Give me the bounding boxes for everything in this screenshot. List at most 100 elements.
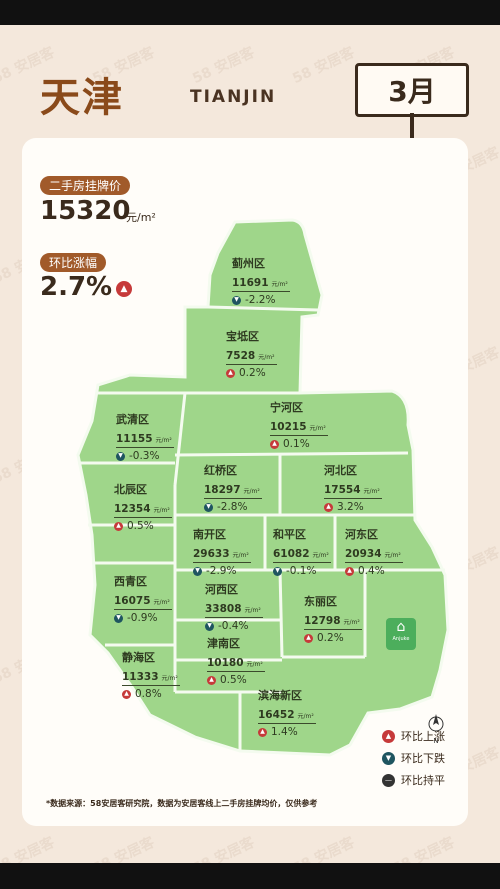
district-name: 静海区 <box>122 651 155 664</box>
district-name: 滨海新区 <box>258 689 302 702</box>
legend-up: ▲ 环比上涨 <box>382 728 472 744</box>
district-price: 12354 元/m² <box>114 503 172 518</box>
district-change: ▲ 0.4% <box>345 564 419 578</box>
district-name: 南开区 <box>193 528 226 541</box>
district-label: 红桥区 18297 元/m² ▼ -2.8% <box>204 464 278 514</box>
district-change: ▼ -0.1% <box>273 564 347 578</box>
tianjin-district-map <box>76 218 450 757</box>
arrow-up-icon: ▲ <box>116 281 132 297</box>
arrow-down-icon: ▼ <box>116 451 125 461</box>
district-price: 16452 元/m² <box>258 709 316 724</box>
district-label: 宁河区 10215 元/m² ▲ 0.1% <box>270 401 344 451</box>
district-change: ▼ -0.3% <box>116 449 190 463</box>
district-name: 东丽区 <box>304 595 337 608</box>
district-price: 10215 元/m² <box>270 421 328 436</box>
district-name: 和平区 <box>273 528 306 541</box>
arrow-down-icon: ▼ <box>114 613 123 623</box>
arrow-up-icon: ▲ <box>382 729 395 743</box>
district-name: 蓟州区 <box>232 257 265 270</box>
district-change: ▲ 0.2% <box>226 366 300 380</box>
legend-down: ▼ 环比下跌 <box>382 750 472 766</box>
arrow-up-icon: ▲ <box>122 689 131 699</box>
district-name: 河北区 <box>324 464 357 477</box>
district-change: ▲ 0.5% <box>207 673 281 687</box>
district-label: 津南区 10180 元/m² ▲ 0.5% <box>207 637 281 687</box>
district-price: 61082 元/m² <box>273 548 331 563</box>
arrow-down-icon: ▼ <box>193 566 202 576</box>
district-change: ▲ 0.5% <box>114 519 188 533</box>
house-icon: ⌂ <box>396 619 406 635</box>
legend-up-label: 环比上涨 <box>401 730 445 743</box>
legend-down-label: 环比下跌 <box>401 752 445 765</box>
district-price: 20934 元/m² <box>345 548 403 563</box>
district-label: 南开区 29633 元/m² ▼ -2.9% <box>193 528 267 578</box>
data-source-note: *数据来源：58安居客研究院，数据为安居客线上二手房挂牌均价，仅供参考 <box>46 799 318 808</box>
district-change: ▲ 3.2% <box>324 500 398 514</box>
district-borders <box>78 305 445 751</box>
district-change: ▼ -0.9% <box>114 611 188 625</box>
arrow-down-icon: ▼ <box>204 502 213 512</box>
district-change: ▲ 0.1% <box>270 437 344 451</box>
arrow-up-icon: ▲ <box>324 502 333 512</box>
arrow-down-icon: ▼ <box>232 295 241 305</box>
avg-price-unit: 元/m² <box>126 211 156 224</box>
district-label: 北辰区 12354 元/m² ▲ 0.5% <box>114 483 188 533</box>
change-label-pill: 环比涨幅 <box>40 253 107 272</box>
district-label: 西青区 16075 元/m² ▼ -0.9% <box>114 575 188 625</box>
anjuke-logo: ⌂ Anjuke <box>386 618 416 650</box>
north-compass: N <box>428 713 444 745</box>
district-name: 北辰区 <box>114 483 147 496</box>
compass-label: N <box>433 737 439 745</box>
anjuke-label: Anjuke <box>392 636 410 642</box>
district-name: 红桥区 <box>204 464 237 477</box>
district-price: 29633 元/m² <box>193 548 251 563</box>
district-price: 17554 元/m² <box>324 484 382 499</box>
district-price: 11155 元/m² <box>116 433 174 448</box>
arrow-up-icon: ▲ <box>258 727 267 737</box>
district-label: 河北区 17554 元/m² ▲ 3.2% <box>324 464 398 514</box>
month-label: 3月 <box>388 75 436 108</box>
legend-flat: — 环比持平 <box>382 772 472 788</box>
district-price: 12798 元/m² <box>304 615 362 630</box>
map-outline <box>76 218 450 757</box>
district-change: ▼ -2.9% <box>193 564 267 578</box>
district-price: 10180 元/m² <box>207 657 265 672</box>
district-change: ▼ -2.2% <box>232 293 306 307</box>
arrow-down-icon: ▼ <box>382 751 395 765</box>
district-price: 11333 元/m² <box>122 671 180 686</box>
minus-icon: — <box>382 773 395 787</box>
district-price: 18297 元/m² <box>204 484 262 499</box>
district-name: 武清区 <box>116 413 149 426</box>
arrow-up-icon: ▲ <box>226 368 235 378</box>
arrow-down-icon: ▼ <box>205 621 214 631</box>
district-label: 河西区 33808 元/m² ▼ -0.4% <box>205 583 279 633</box>
district-name: 宁河区 <box>270 401 303 414</box>
district-price: 33808 元/m² <box>205 603 263 618</box>
district-name: 河西区 <box>205 583 238 596</box>
district-label: 东丽区 12798 元/m² ▲ 0.2% <box>304 595 378 645</box>
arrow-up-icon: ▲ <box>270 439 279 449</box>
district-name: 西青区 <box>114 575 147 588</box>
city-title-cn: 天津 <box>40 75 124 121</box>
city-title-en: TIANJIN <box>190 87 277 107</box>
district-label: 宝坻区 7528 元/m² ▲ 0.2% <box>226 330 300 380</box>
compass-arrow-icon <box>428 714 444 732</box>
arrow-up-icon: ▲ <box>207 675 216 685</box>
arrow-down-icon: ▼ <box>273 566 282 576</box>
district-label: 武清区 11155 元/m² ▼ -0.3% <box>116 413 190 463</box>
arrow-up-icon: ▲ <box>114 521 123 531</box>
district-change: ▲ 1.4% <box>258 725 332 739</box>
district-label: 静海区 11333 元/m² ▲ 0.8% <box>122 651 196 701</box>
district-label: 河东区 20934 元/m² ▲ 0.4% <box>345 528 419 578</box>
avg-price-value: 15320 <box>40 196 131 226</box>
district-label: 滨海新区 16452 元/m² ▲ 1.4% <box>258 689 332 739</box>
district-change: ▲ 0.8% <box>122 687 196 701</box>
arrow-up-icon: ▲ <box>345 566 354 576</box>
district-name: 河东区 <box>345 528 378 541</box>
district-name: 津南区 <box>207 637 240 650</box>
arrow-up-icon: ▲ <box>304 633 313 643</box>
month-sign-post <box>410 113 414 155</box>
district-change: ▲ 0.2% <box>304 631 378 645</box>
district-change: ▼ -0.4% <box>205 619 279 633</box>
